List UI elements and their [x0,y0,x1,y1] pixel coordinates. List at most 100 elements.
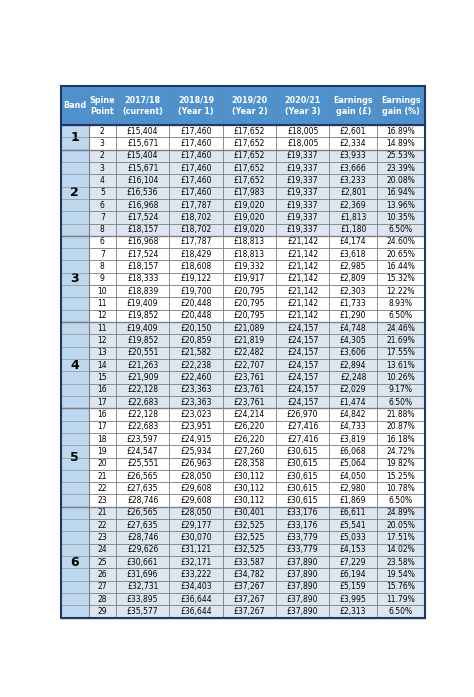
Text: £32,525: £32,525 [234,521,265,530]
Bar [276,248,329,261]
Bar [329,482,377,494]
Bar [377,174,425,187]
Text: £19,020: £19,020 [234,225,265,234]
Bar [276,285,329,298]
Bar [377,593,425,605]
Bar [276,556,329,568]
Bar [329,187,377,199]
Text: 3: 3 [100,164,105,173]
Text: 8.93%: 8.93% [389,299,413,308]
Bar [116,322,169,335]
Bar [276,162,329,174]
Bar [377,236,425,248]
Text: 2: 2 [71,186,79,199]
Text: 19.54%: 19.54% [386,570,415,579]
Bar [89,335,116,346]
Text: £23,761: £23,761 [234,385,265,395]
Bar [223,309,276,322]
Bar [89,174,116,187]
Text: £20,795: £20,795 [234,299,265,308]
Text: 15.32%: 15.32% [387,275,415,284]
Bar [377,187,425,199]
Text: £17,983: £17,983 [234,188,265,197]
Text: £37,890: £37,890 [287,607,319,616]
Text: 21: 21 [98,508,107,517]
Bar [223,322,276,335]
Bar [223,568,276,581]
Text: £21,142: £21,142 [287,275,319,284]
Bar [116,568,169,581]
Bar [169,445,223,457]
Bar [276,309,329,322]
Bar [223,372,276,383]
Text: £37,267: £37,267 [234,583,265,591]
Bar [377,556,425,568]
Text: £34,782: £34,782 [234,570,265,579]
Text: £17,460: £17,460 [180,139,212,148]
Bar [377,519,425,531]
Text: 16.94%: 16.94% [386,188,415,197]
Text: £6,068: £6,068 [340,447,366,456]
Bar [116,285,169,298]
Bar [377,568,425,581]
Text: 10.26%: 10.26% [387,373,415,382]
Text: £17,652: £17,652 [234,151,265,160]
Bar [276,236,329,248]
Text: £16,104: £16,104 [127,176,158,185]
Text: 6: 6 [100,201,105,210]
Text: £18,839: £18,839 [127,286,158,296]
Bar [89,346,116,359]
Text: £18,813: £18,813 [234,238,265,247]
Bar [276,346,329,359]
Bar [169,137,223,150]
Bar [116,494,169,507]
Text: £26,220: £26,220 [234,422,265,431]
Text: £2,303: £2,303 [340,286,366,296]
Text: £32,731: £32,731 [127,583,158,591]
Text: £24,157: £24,157 [287,360,319,369]
Bar [169,335,223,346]
Text: £26,565: £26,565 [127,508,158,517]
Bar [223,137,276,150]
Bar [89,137,116,150]
Text: 15: 15 [98,373,107,382]
Bar [377,544,425,556]
Bar [169,150,223,162]
Bar [116,335,169,346]
Bar [223,187,276,199]
Text: £32,171: £32,171 [181,558,212,567]
Text: £26,970: £26,970 [287,410,319,419]
Text: £22,707: £22,707 [234,360,265,369]
Text: £29,608: £29,608 [181,496,212,505]
Bar [377,433,425,445]
Bar [329,383,377,396]
Text: £33,779: £33,779 [287,533,319,542]
Bar [329,408,377,420]
Bar [377,322,425,335]
Bar [89,309,116,322]
Text: £22,128: £22,128 [127,385,158,395]
Bar [116,199,169,211]
Text: £2,029: £2,029 [340,385,366,395]
Bar [223,224,276,236]
Text: £28,050: £28,050 [181,508,212,517]
Bar [377,150,425,162]
Text: £26,220: £26,220 [234,434,265,443]
Text: £22,482: £22,482 [234,348,265,358]
Text: £15,671: £15,671 [127,164,158,173]
Text: 17: 17 [98,422,107,431]
Bar [329,346,377,359]
Text: £3,618: £3,618 [340,250,366,259]
Bar [276,211,329,224]
Text: £5,159: £5,159 [340,583,366,591]
Text: £22,683: £22,683 [127,397,158,406]
Bar [116,556,169,568]
Bar [377,162,425,174]
Bar [61,408,89,507]
Bar [169,568,223,581]
Text: £24,915: £24,915 [181,434,212,443]
Bar [329,150,377,162]
Bar [169,593,223,605]
Bar [377,137,425,150]
Text: £25,934: £25,934 [180,447,212,456]
